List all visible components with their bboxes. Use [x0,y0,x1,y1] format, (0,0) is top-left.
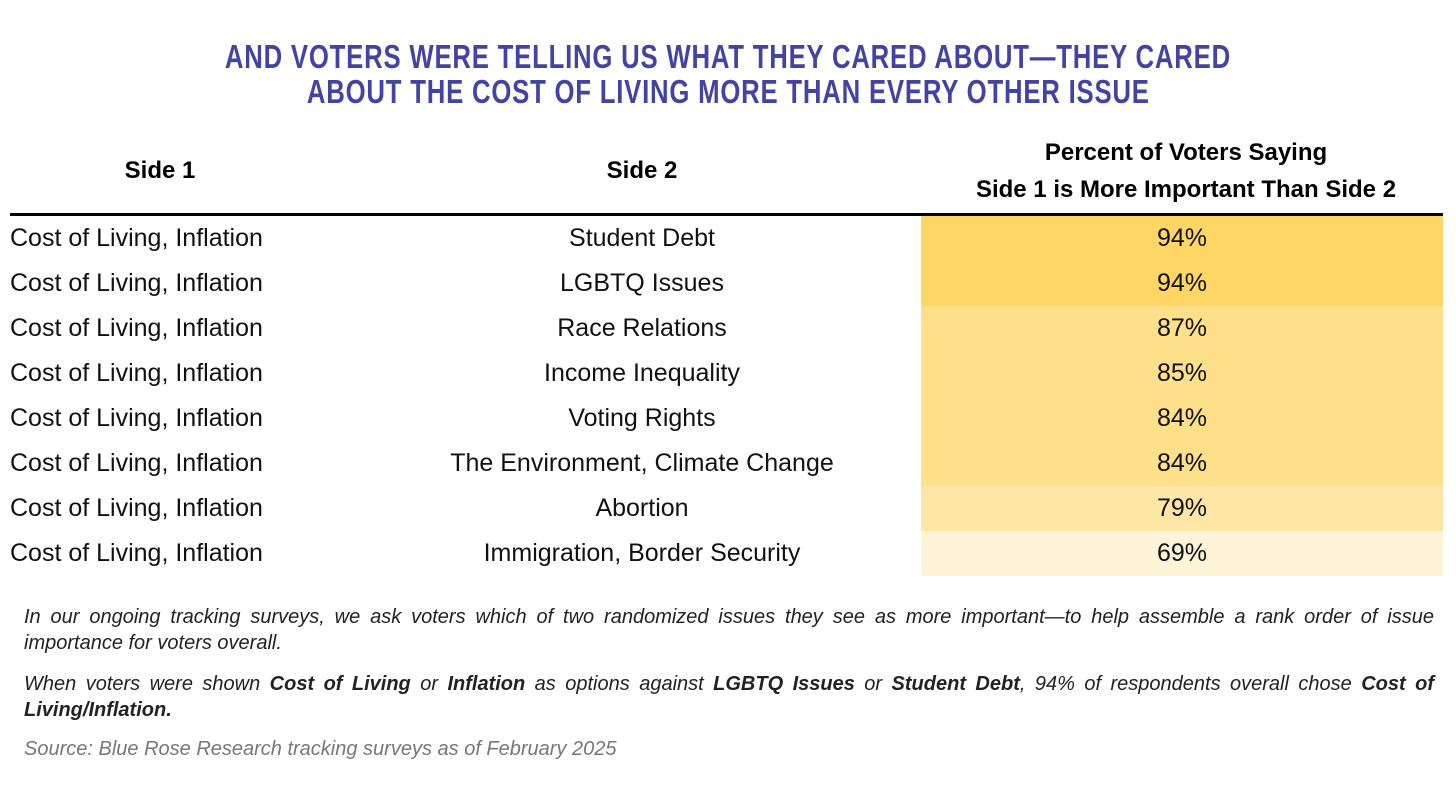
emphasis-text: Student Debt [891,673,1020,695]
emphasis-text: Inflation [447,673,526,695]
chart-title-line-2: ABOUT THE COST OF LIVING MORE THAN EVERY… [306,73,1150,110]
percent-cell: 87% [921,306,1443,351]
note-text: or [410,673,448,695]
side-1-cell: Cost of Living, Inflation [10,314,263,342]
side-1-cell: Cost of Living, Inflation [10,449,263,477]
note-text: When voters were shown [24,673,270,695]
emphasis-text: Cost of Living/Inflation. [24,673,1434,721]
note-text: or [854,673,892,695]
note-finding: When voters were shown Cost of Living or… [24,671,1434,723]
emphasis-text: LGBTQ Issues [713,673,855,695]
note-text: , 94% of respondents overall chose [1019,673,1362,695]
header-side-2: Side 2 [606,157,678,184]
emphasis-text: Cost of Living [269,673,411,695]
table-row: 85% Cost of Living, Inflation Income Inequ… [0,351,1456,396]
side-2-cell: LGBTQ Issues [560,269,724,297]
header-percent-line-2: Side 1 is More Important Than Side 2 [975,176,1397,203]
side-2-cell: Abortion [595,494,689,522]
percent-cell: 94% [921,261,1443,306]
percent-cell: 84% [921,441,1443,486]
side-2-cell: Race Relations [557,314,727,342]
table-row: 94% Cost of Living, Inflation Student Debt [0,216,1456,261]
chart-title-line-1: AND VOTERS WERE TELLING US WHAT THEY CAR… [224,38,1232,75]
side-1-cell: Cost of Living, Inflation [10,494,263,522]
table-row: 69% Cost of Living, Inflation Immigration,… [0,531,1456,576]
side-1-cell: Cost of Living, Inflation [10,539,263,567]
side-2-cell: Student Debt [569,224,715,252]
side-2-cell: Income Inequality [544,359,740,387]
note-methodology: In our ongoing tracking surveys, we ask … [24,606,1434,654]
side-2-cell: Immigration, Border Security [483,539,801,567]
note-source: Source: Blue Rose Research tracking surv… [24,738,617,760]
side-1-cell: Cost of Living, Inflation [10,224,263,252]
table-row: 84% Cost of Living, Inflation The Environm… [0,441,1456,486]
side-2-cell: The Environment, Climate Change [450,449,834,477]
side-1-cell: Cost of Living, Inflation [10,359,263,387]
percent-cell: 79% [921,486,1443,531]
percent-cell: 94% [921,216,1443,261]
side-2-cell: Voting Rights [568,404,716,432]
table-row: 87% Cost of Living, Inflation Race Relatio… [0,306,1456,351]
side-1-cell: Cost of Living, Inflation [10,404,263,432]
table-row: 84% Cost of Living, Inflation Voting Right… [0,396,1456,441]
note-text: as options against [525,673,714,695]
header-divider [10,213,1443,216]
percent-cell: 84% [921,396,1443,441]
table-row: 94% Cost of Living, Inflation LGBTQ Issues [0,261,1456,306]
percent-cell: 85% [921,351,1443,396]
header-percent-line-1: Percent of Voters Saying [1044,139,1328,166]
header-side-1: Side 1 [124,157,196,184]
percent-cell: 69% [921,531,1443,576]
table-row: 79% Cost of Living, Inflation Abortion [0,486,1456,531]
side-1-cell: Cost of Living, Inflation [10,269,263,297]
